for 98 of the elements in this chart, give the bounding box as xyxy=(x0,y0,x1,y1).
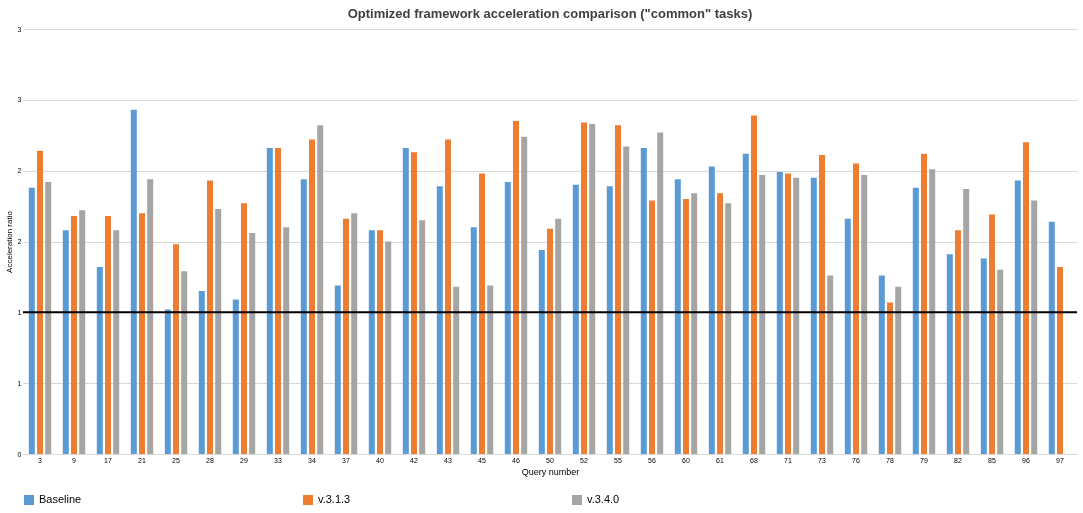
bar xyxy=(402,148,409,454)
bar xyxy=(45,182,52,454)
legend-label: Baseline xyxy=(39,493,82,505)
bar xyxy=(980,258,987,454)
bar xyxy=(785,173,791,454)
bar xyxy=(351,213,358,454)
bar xyxy=(181,271,188,454)
bar xyxy=(445,139,451,454)
bar xyxy=(547,228,553,454)
bar xyxy=(989,214,995,454)
bar xyxy=(62,230,69,454)
bar xyxy=(912,187,919,454)
bar xyxy=(1014,180,1021,454)
bar xyxy=(241,203,247,454)
bar xyxy=(368,230,375,454)
bar xyxy=(71,216,77,454)
bar xyxy=(411,152,417,454)
bar xyxy=(793,177,800,454)
bar xyxy=(946,254,953,454)
bar xyxy=(436,186,443,454)
bar xyxy=(487,285,494,454)
bar xyxy=(572,184,579,454)
bar xyxy=(521,136,528,454)
bar xyxy=(895,286,902,454)
bar xyxy=(717,193,723,454)
bar xyxy=(275,148,281,454)
bar xyxy=(708,166,715,454)
bar xyxy=(130,109,137,454)
bar xyxy=(470,227,477,454)
bar xyxy=(79,210,86,454)
y-axis-title: Acceleration ratio xyxy=(4,210,14,273)
bar xyxy=(827,275,834,454)
bar xyxy=(683,199,689,454)
bar xyxy=(776,172,783,454)
chart-title: Optimized framework acceleration comparison ("common" tasks) xyxy=(347,6,753,21)
bar xyxy=(504,182,511,454)
bar xyxy=(691,193,698,454)
bar xyxy=(853,163,859,454)
bar xyxy=(215,208,222,454)
bar xyxy=(844,218,851,454)
bar xyxy=(657,132,664,454)
bar xyxy=(207,180,213,454)
bar xyxy=(300,179,307,454)
bar xyxy=(266,148,273,454)
bar xyxy=(377,230,383,454)
bar xyxy=(887,302,893,454)
bar xyxy=(674,179,681,454)
bar xyxy=(581,122,587,454)
bar xyxy=(419,220,426,454)
bar xyxy=(453,286,460,454)
bar xyxy=(623,146,630,454)
bar xyxy=(861,174,868,454)
bar xyxy=(249,233,256,454)
bar xyxy=(232,299,239,454)
bar xyxy=(810,177,817,454)
bar xyxy=(742,153,749,454)
bar xyxy=(921,153,927,454)
bar xyxy=(878,275,885,454)
bar xyxy=(164,309,171,454)
bar xyxy=(37,150,43,454)
bar xyxy=(615,125,621,454)
bar xyxy=(589,123,596,454)
bar xyxy=(113,230,120,454)
bar xyxy=(198,291,205,454)
bar xyxy=(759,174,766,454)
bar xyxy=(929,169,936,454)
bar xyxy=(173,244,179,454)
bar xyxy=(105,216,111,454)
bar xyxy=(819,155,825,454)
bar xyxy=(649,200,655,454)
bar xyxy=(96,267,103,454)
bar xyxy=(334,285,341,454)
bar xyxy=(997,269,1004,454)
bar xyxy=(955,230,961,454)
bar xyxy=(309,139,315,454)
legend-label: v.3.4.0 xyxy=(587,493,620,505)
bar xyxy=(751,115,757,454)
bar xyxy=(725,203,732,454)
bar xyxy=(640,148,647,454)
bar xyxy=(479,173,485,454)
bar xyxy=(28,187,35,454)
bar xyxy=(1048,221,1055,454)
bar xyxy=(963,189,970,454)
bar xyxy=(385,241,392,454)
bar xyxy=(606,186,613,454)
bar xyxy=(1023,142,1029,454)
bar xyxy=(1031,200,1038,454)
bar xyxy=(147,179,154,454)
bar xyxy=(317,125,324,454)
bar xyxy=(555,218,562,454)
bar xyxy=(513,121,519,454)
bar xyxy=(1057,267,1063,454)
bar xyxy=(283,227,290,454)
legend-label: v.3.1.3 xyxy=(318,493,351,505)
bar xyxy=(538,250,545,454)
bar xyxy=(139,213,145,454)
bar xyxy=(343,218,349,454)
x-axis-title: Query number xyxy=(521,466,580,477)
